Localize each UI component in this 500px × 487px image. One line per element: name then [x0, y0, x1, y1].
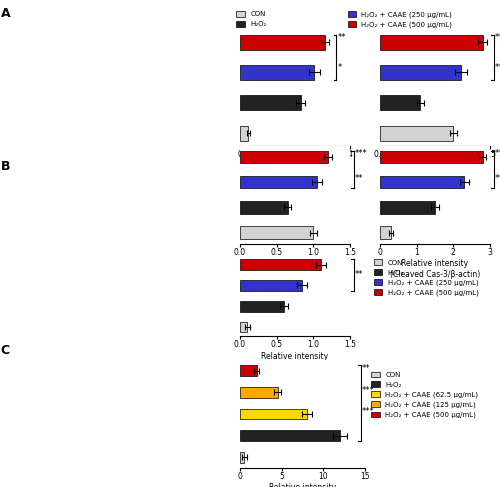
Bar — [240, 95, 300, 111]
X-axis label: Relative intensity
(Bcl-2/β-actin): Relative intensity (Bcl-2/β-actin) — [402, 162, 468, 182]
X-axis label: Relative intensity
(Cleaved Cas-3/β-actin): Relative intensity (Cleaved Cas-3/β-acti… — [390, 260, 480, 279]
Text: **: ** — [362, 364, 370, 373]
X-axis label: Relative intensity
(PARP/β-actin): Relative intensity (PARP/β-actin) — [262, 352, 328, 372]
Bar — [240, 365, 256, 376]
Text: B: B — [0, 160, 10, 173]
Text: ***: *** — [495, 174, 500, 183]
Bar — [380, 95, 420, 111]
Bar — [240, 452, 244, 463]
Bar — [380, 226, 391, 239]
Text: *: * — [338, 63, 342, 73]
X-axis label: Relative intensity
(Cas-3/β-actin): Relative intensity (Cas-3/β-actin) — [262, 260, 328, 279]
X-axis label: Relative intensity
(Cytochrome C/β-actin): Relative intensity (Cytochrome C/β-actin… — [258, 484, 347, 487]
Text: **: ** — [355, 174, 364, 183]
Legend: H₂O₂ + CAAE (250 μg/mL), H₂O₂ + CAAE (500 μg/mL): H₂O₂ + CAAE (250 μg/mL), H₂O₂ + CAAE (50… — [345, 8, 455, 31]
Text: C: C — [0, 344, 10, 357]
Bar — [380, 126, 454, 141]
Text: ***: *** — [362, 386, 375, 394]
Bar — [240, 322, 248, 333]
Legend: CON, H₂O₂, H₂O₂ + CAAE (62.5 μg/mL), H₂O₂ + CAAE (125 μg/mL), H₂O₂ + CAAE (500 μ: CON, H₂O₂, H₂O₂ + CAAE (62.5 μg/mL), H₂O… — [368, 369, 481, 421]
Text: A: A — [0, 7, 10, 20]
Bar — [240, 280, 302, 291]
Bar — [380, 150, 482, 163]
Bar — [240, 150, 328, 163]
Bar — [240, 226, 314, 239]
Bar — [380, 65, 460, 80]
Text: **: ** — [495, 63, 500, 73]
X-axis label: Relative intensity
(Bax/β-actin): Relative intensity (Bax/β-actin) — [262, 162, 328, 182]
Bar — [380, 201, 435, 214]
Text: ***: *** — [355, 149, 368, 158]
Text: **: ** — [338, 33, 346, 42]
Bar — [240, 35, 325, 50]
Bar — [240, 126, 248, 141]
Bar — [240, 65, 314, 80]
Text: ***: *** — [495, 149, 500, 158]
Text: ***: *** — [362, 407, 375, 416]
Text: ***: *** — [495, 33, 500, 42]
Bar — [240, 201, 288, 214]
Bar — [240, 387, 278, 398]
Legend: CON, H₂O₂, H₂O₂ + CAAE (250 μg/mL), H₂O₂ + CAAE (500 μg/mL): CON, H₂O₂, H₂O₂ + CAAE (250 μg/mL), H₂O₂… — [371, 257, 482, 299]
Bar — [380, 35, 482, 50]
Bar — [380, 176, 464, 188]
Bar — [240, 301, 284, 312]
Bar — [240, 430, 340, 441]
Bar — [240, 259, 320, 270]
Bar — [240, 409, 306, 419]
Bar — [240, 176, 317, 188]
Text: **: ** — [355, 270, 364, 280]
